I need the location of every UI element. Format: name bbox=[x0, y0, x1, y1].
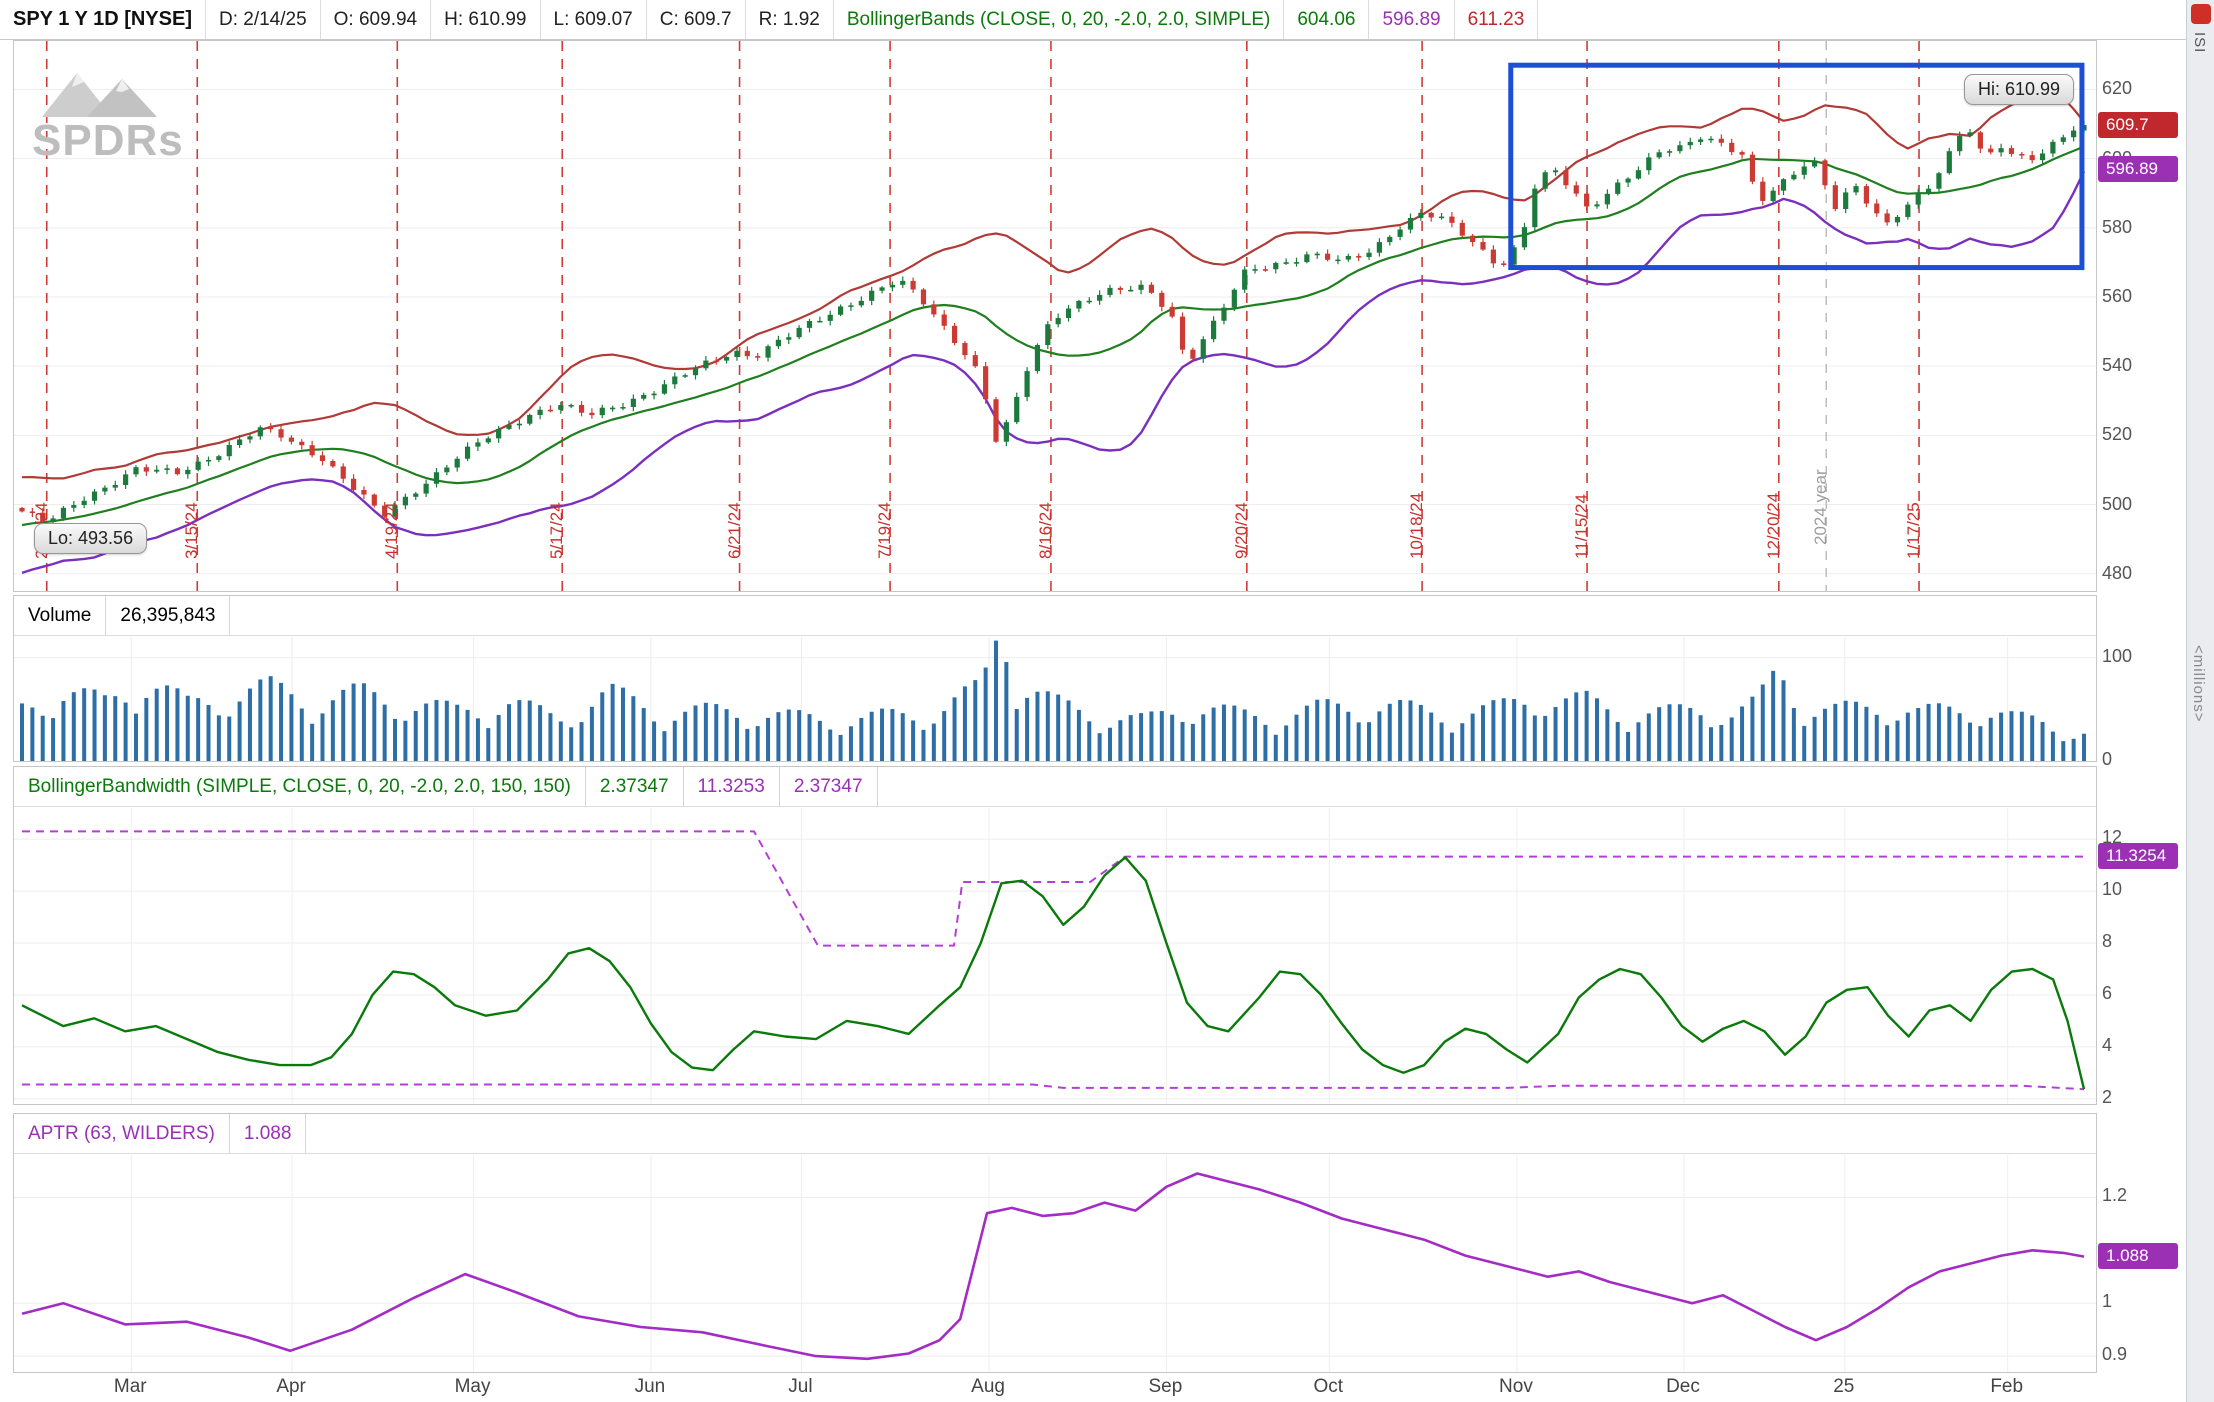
y-axis-label: 1 bbox=[2102, 1291, 2113, 1312]
date-label: 12/20/24 bbox=[1763, 492, 1783, 559]
bandwidth-value-2: 11.3253 bbox=[684, 767, 780, 806]
date-label: 1/17/25 bbox=[1904, 502, 1924, 559]
spdrs-watermark: SPDRs bbox=[32, 65, 184, 166]
month-label: May bbox=[454, 1376, 491, 1397]
month-label: Feb bbox=[1990, 1376, 2024, 1397]
volume-label-row: Volume 26,395,843 bbox=[14, 596, 2096, 636]
bb-lower-value: 596.89 bbox=[1369, 0, 1455, 39]
aptr-label[interactable]: APTR (63, WILDERS) bbox=[14, 1114, 230, 1153]
y-axis-label: 620 bbox=[2102, 78, 2133, 99]
y-axis-label: 2 bbox=[2102, 1086, 2113, 1107]
y-axis-label: 12 bbox=[2102, 827, 2123, 848]
watermark-text: SPDRs bbox=[32, 116, 184, 165]
year-divider-label: 2024 year bbox=[1811, 469, 1831, 545]
date-label: 11/15/24 bbox=[1572, 494, 1592, 559]
y-axis-label: 580 bbox=[2102, 216, 2133, 237]
month-label: Jun bbox=[634, 1376, 666, 1397]
y-axis-label: 10 bbox=[2102, 879, 2123, 900]
price-bubble: 609.7 bbox=[2098, 112, 2178, 139]
right-edge-strip[interactable]: ISI bbox=[2186, 0, 2214, 1402]
month-label: Apr bbox=[276, 1376, 306, 1397]
open-value: O: 609.94 bbox=[321, 0, 432, 39]
month-label: Dec bbox=[1666, 1376, 1700, 1397]
y-axis-label: 540 bbox=[2102, 355, 2133, 376]
month-label: Nov bbox=[1499, 1376, 1533, 1397]
month-label: Sep bbox=[1148, 1376, 1183, 1397]
price-bubble: 1.088 bbox=[2098, 1242, 2178, 1269]
bandwidth-chart[interactable] bbox=[14, 808, 2096, 1104]
y-axis-label: 560 bbox=[2102, 285, 2133, 306]
aptr-value: 1.088 bbox=[230, 1114, 307, 1153]
volume-value: 26,395,843 bbox=[106, 596, 231, 635]
aptr-chart[interactable] bbox=[14, 1155, 2096, 1372]
aptr-label-row: APTR (63, WILDERS) 1.088 bbox=[14, 1114, 2096, 1154]
volume-panel[interactable]: Volume 26,395,843 bbox=[13, 595, 2097, 762]
y-axis-label: 520 bbox=[2102, 424, 2133, 445]
date-label: 6/21/24 bbox=[724, 502, 744, 559]
volume-chart[interactable] bbox=[14, 637, 2096, 761]
mountain-logo-icon bbox=[42, 73, 157, 117]
volume-label[interactable]: Volume bbox=[14, 596, 107, 635]
bandwidth-value-1: 2.37347 bbox=[586, 767, 684, 806]
y-axis-label: 0 bbox=[2102, 749, 2113, 769]
bandwidth-panel[interactable]: BollingerBandwidth (SIMPLE, CLOSE, 0, 20… bbox=[13, 766, 2097, 1105]
y-axis-label: 0.9 bbox=[2102, 1344, 2128, 1365]
annotation-box[interactable] bbox=[1508, 62, 2085, 271]
aptr-panel[interactable]: APTR (63, WILDERS) 1.088 bbox=[13, 1113, 2097, 1373]
range-value: R: 1.92 bbox=[746, 0, 834, 39]
date-label: 3/15/24 bbox=[182, 502, 202, 559]
bb-upper-value: 611.23 bbox=[1455, 0, 1539, 39]
indicator-label[interactable]: BollingerBands (CLOSE, 0, 20, -2.0, 2.0,… bbox=[834, 0, 1285, 39]
month-label: Mar bbox=[113, 1376, 147, 1397]
candlestick-chart[interactable] bbox=[14, 41, 2096, 591]
bandwidth-label[interactable]: BollingerBandwidth (SIMPLE, CLOSE, 0, 20… bbox=[14, 767, 586, 806]
close-value: C: 609.7 bbox=[647, 0, 746, 39]
candles bbox=[19, 121, 2087, 526]
bandwidth-value-3: 2.37347 bbox=[780, 767, 878, 806]
price-bubble: 596.89 bbox=[2098, 156, 2178, 183]
price-panel[interactable]: SPDRs Hi: 610.99 Lo: 493.56 2024 year 2/… bbox=[13, 40, 2097, 592]
price-bubble: 11.3254 bbox=[2098, 842, 2178, 869]
date-label: 4/19/24 bbox=[382, 502, 402, 559]
symbol-label[interactable]: SPY 1 Y 1D [NYSE] bbox=[0, 0, 206, 39]
y-axis-label: 1.2 bbox=[2102, 1185, 2128, 1206]
lo-annotation[interactable]: Lo: 493.56 bbox=[34, 523, 148, 554]
y-axis-label: 6 bbox=[2102, 982, 2113, 1003]
date-label: 9/20/24 bbox=[1231, 502, 1251, 559]
chart-header: SPY 1 Y 1D [NYSE] D: 2/14/25 O: 609.94 H… bbox=[0, 0, 2186, 40]
collapsed-panel-tab[interactable]: ISI bbox=[2191, 32, 2208, 54]
month-label: 25 bbox=[1833, 1376, 1855, 1397]
date-label: 7/19/24 bbox=[875, 502, 895, 559]
date-label: 8/16/24 bbox=[1035, 502, 1055, 559]
y-axis-label: 100 bbox=[2102, 645, 2133, 666]
alert-icon[interactable] bbox=[2191, 4, 2211, 24]
y-axis-label: 500 bbox=[2102, 493, 2133, 514]
month-label: Oct bbox=[1313, 1376, 1344, 1397]
date-value: D: 2/14/25 bbox=[206, 0, 321, 39]
volume-unit-label: <millions> bbox=[2190, 645, 2207, 723]
month-label: Aug bbox=[971, 1376, 1005, 1397]
month-label: Jul bbox=[788, 1376, 813, 1397]
low-value: L: 609.07 bbox=[541, 0, 647, 39]
hi-annotation[interactable]: Hi: 610.99 bbox=[1964, 74, 2075, 105]
y-axis-label: 8 bbox=[2102, 931, 2113, 952]
y-axis-label: 480 bbox=[2102, 562, 2133, 583]
date-label: 5/17/24 bbox=[547, 502, 567, 559]
bb-mid-value: 604.06 bbox=[1284, 0, 1370, 39]
date-label: 10/18/24 bbox=[1407, 492, 1427, 559]
y-axis-label: 4 bbox=[2102, 1034, 2113, 1055]
bandwidth-label-row: BollingerBandwidth (SIMPLE, CLOSE, 0, 20… bbox=[14, 767, 2096, 807]
high-value: H: 610.99 bbox=[431, 0, 541, 39]
